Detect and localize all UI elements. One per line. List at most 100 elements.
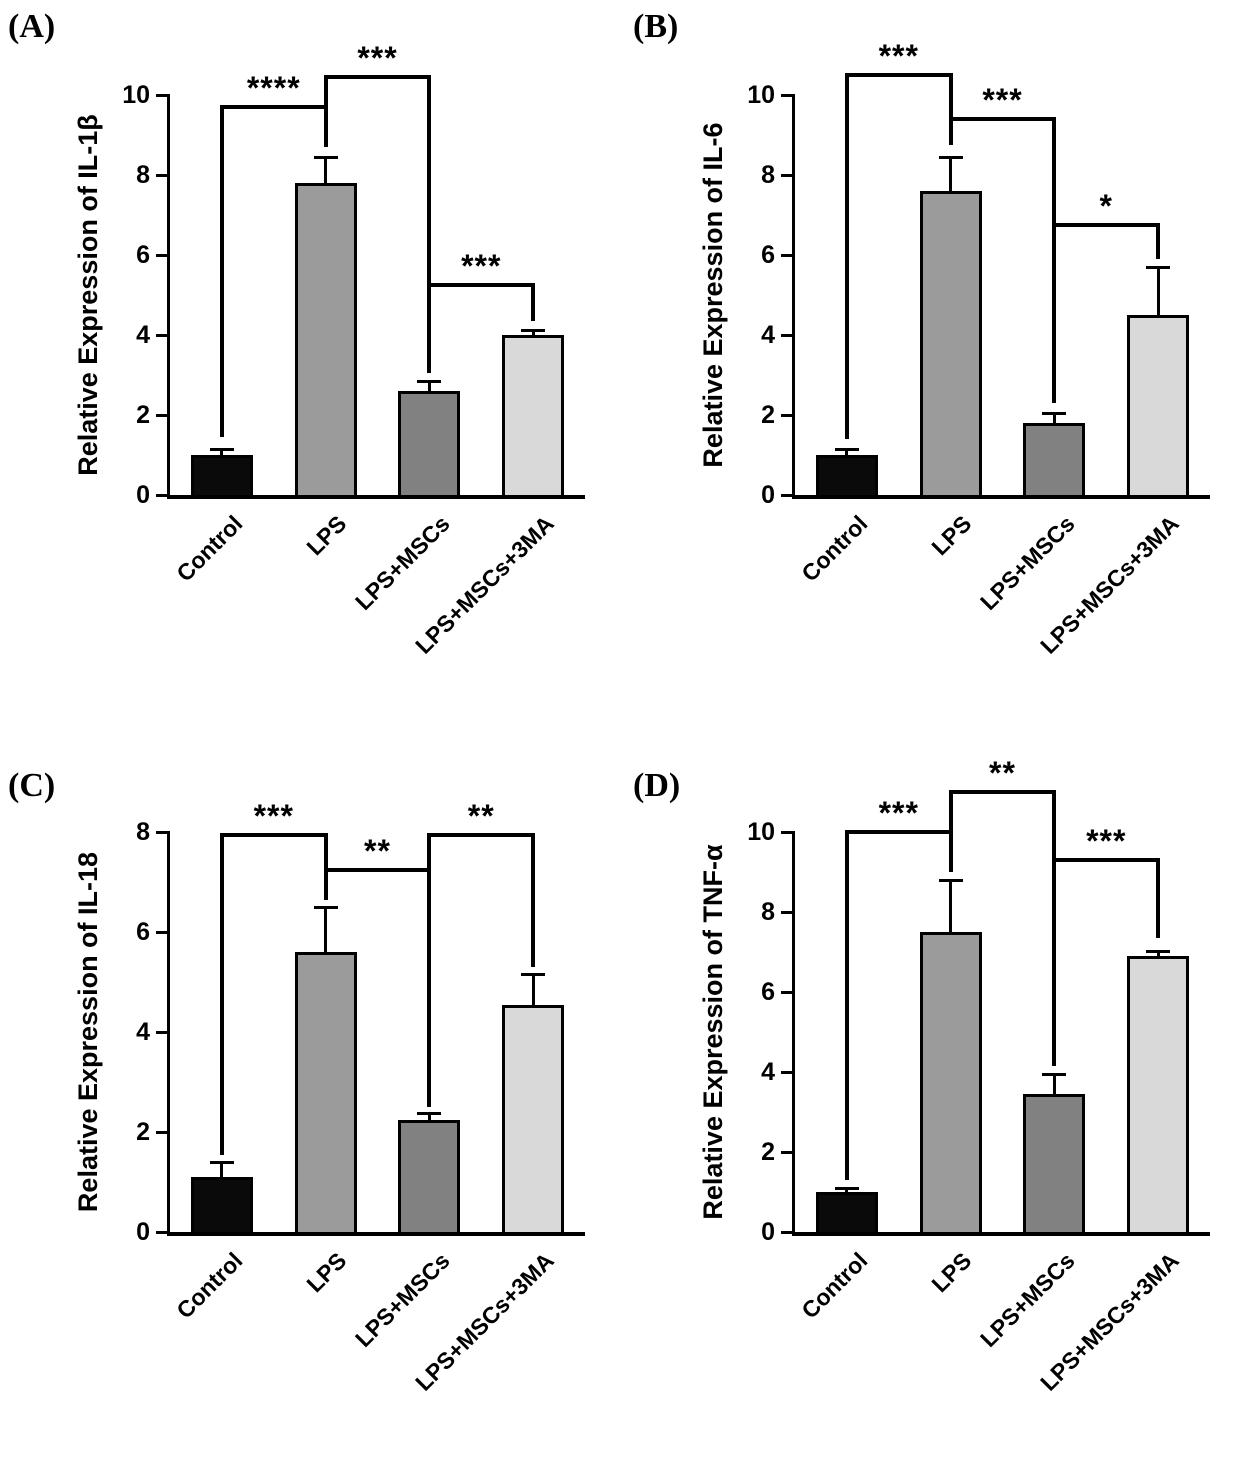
error-bar-cap xyxy=(521,328,546,332)
x-tick-label: LPS xyxy=(926,510,977,561)
error-bar-stem xyxy=(324,157,328,183)
x-tick-label: Control xyxy=(796,1247,873,1324)
error-bar-stem xyxy=(427,381,431,391)
significance-bracket-bar xyxy=(323,75,432,79)
significance-bracket-bar xyxy=(219,832,328,837)
significance-bracket-right-drop xyxy=(531,285,536,321)
significance-stars: ** xyxy=(467,797,495,834)
significance-bracket-bar xyxy=(948,117,1057,121)
significance-bracket-left-drop xyxy=(323,869,328,900)
significance-stars: *** xyxy=(1086,823,1127,859)
error-bar-cap xyxy=(313,905,338,909)
y-tick-label: 8 xyxy=(761,898,775,926)
significance-bracket-left-drop xyxy=(1052,860,1057,1066)
x-axis-line xyxy=(166,495,585,499)
error-bar-stem xyxy=(531,330,535,335)
significance-bracket-left-drop xyxy=(844,832,849,1180)
significance-stars: *** xyxy=(878,38,919,74)
significance-bracket-left-drop xyxy=(219,107,224,437)
y-tick-label: 0 xyxy=(761,481,775,509)
y-tick xyxy=(781,253,792,257)
error-bar-cap xyxy=(1146,265,1171,269)
panel-letter: (A) xyxy=(8,8,56,45)
y-tick xyxy=(781,173,792,177)
bar-control xyxy=(190,1177,253,1235)
y-tick-label: 0 xyxy=(136,1218,150,1246)
error-bar-stem xyxy=(1156,267,1160,315)
error-bar-cap xyxy=(313,155,338,159)
bar-lps-mscs xyxy=(398,1119,461,1235)
x-tick-label: LPS+MSCs xyxy=(350,1247,456,1352)
x-tick-label: LPS+MSCs xyxy=(975,1247,1081,1352)
significance-stars: *** xyxy=(461,248,502,284)
error-bar-stem xyxy=(1156,951,1160,956)
bar-control xyxy=(815,1192,878,1235)
bar-lps xyxy=(294,183,357,498)
panel-a: (A) Relative Expression of IL-1β 0 2 4 6 8 10 Co… xyxy=(0,0,625,737)
y-tick xyxy=(781,413,792,417)
y-tick xyxy=(781,830,792,834)
error-bar-cap xyxy=(834,447,859,451)
y-tick xyxy=(781,493,792,497)
y-tick-label: 0 xyxy=(136,481,150,509)
y-tick xyxy=(156,930,167,934)
x-tick-label: Control xyxy=(796,510,873,587)
y-axis-line xyxy=(791,94,795,499)
significance-bracket-left-drop xyxy=(323,77,328,147)
y-tick-label: 6 xyxy=(136,918,150,946)
x-tick-label: LPS xyxy=(301,1247,352,1298)
y-tick xyxy=(781,93,792,97)
panel-letter: (D) xyxy=(633,767,681,804)
y-axis-title: Relative Expression of IL-1β xyxy=(73,114,103,476)
significance-stars: **** xyxy=(246,70,301,106)
y-tick-label: 2 xyxy=(136,401,150,429)
y-tick xyxy=(156,173,167,177)
error-bar-stem xyxy=(220,449,224,455)
y-tick-label: 4 xyxy=(136,321,150,349)
y-tick-label: 6 xyxy=(136,241,150,269)
significance-bracket-bar xyxy=(427,832,536,837)
panel-letter: (C) xyxy=(8,767,56,804)
x-axis-line xyxy=(166,1232,585,1236)
y-tick-label: 10 xyxy=(122,81,150,109)
significance-bracket-left-drop xyxy=(844,75,849,439)
bar-control xyxy=(815,455,878,498)
x-tick-label: LPS+MSCs xyxy=(975,510,1081,615)
y-tick-label: 10 xyxy=(747,81,775,109)
y-axis-title: Relative Expression of IL-6 xyxy=(698,122,728,468)
error-bar-cap xyxy=(209,1160,234,1164)
significance-bracket-left-drop xyxy=(1052,225,1057,403)
x-tick-label: Control xyxy=(171,1247,248,1324)
error-bar-cap xyxy=(417,379,442,383)
error-bar-cap xyxy=(521,973,546,976)
error-bar-stem xyxy=(1052,1074,1056,1094)
significance-bracket-right-drop xyxy=(1156,860,1161,938)
y-tick xyxy=(156,413,167,417)
significance-bracket-bar xyxy=(844,830,953,834)
significance-stars: *** xyxy=(878,795,919,831)
significance-bracket-bar xyxy=(427,283,536,287)
y-tick-label: 10 xyxy=(747,818,775,846)
y-axis-title: Relative Expression of TNF-α xyxy=(698,844,728,1220)
significance-stars: *** xyxy=(357,40,398,76)
y-tick xyxy=(781,333,792,337)
significance-bracket-right-drop xyxy=(323,834,328,900)
y-tick xyxy=(156,333,167,337)
significance-bracket-left-drop xyxy=(948,792,953,872)
bar-lps-mscs-3ma xyxy=(502,1004,565,1235)
bar-lps xyxy=(294,952,357,1235)
y-tick xyxy=(156,1130,167,1134)
significance-bracket-right-drop xyxy=(531,834,536,967)
error-bar-cap xyxy=(209,447,234,451)
y-tick xyxy=(156,830,167,834)
error-bar-stem xyxy=(845,1188,849,1192)
error-bar-cap xyxy=(1042,411,1067,415)
significance-stars: ** xyxy=(989,755,1016,791)
significance-stars: ** xyxy=(364,832,391,869)
error-bar-stem xyxy=(427,1113,431,1120)
bar-lps-mscs xyxy=(398,391,461,498)
y-axis-line xyxy=(166,94,170,499)
bar-lps-mscs-3ma xyxy=(502,335,565,498)
y-tick xyxy=(781,1070,792,1074)
